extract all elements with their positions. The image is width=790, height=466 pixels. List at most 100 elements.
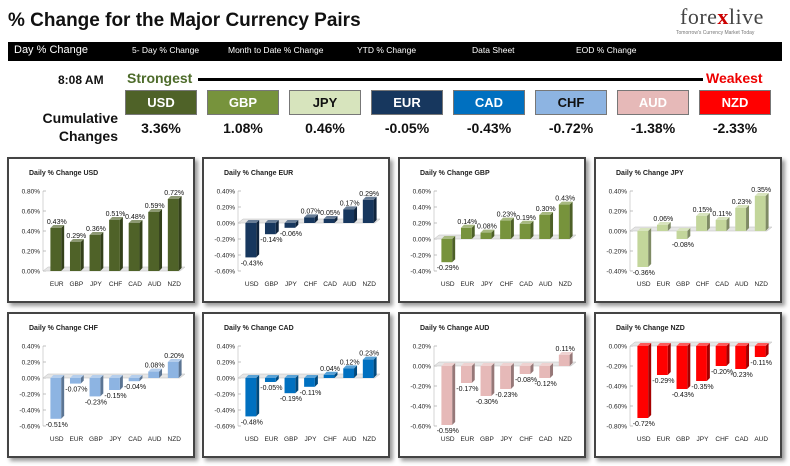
chart-panel: Daily % Change GBP -0.40% -0.20% 0.00% 0.20%…: [398, 157, 586, 303]
nav-day-change[interactable]: Day % Change: [14, 44, 88, 56]
bar: [148, 368, 163, 378]
y-tick-label: -0.20%: [214, 392, 235, 399]
bar-value-label: 0.29%: [359, 191, 379, 198]
x-category-label: USD: [245, 436, 259, 443]
bar: [89, 232, 104, 271]
nav-eod-change[interactable]: EOD % Change: [576, 45, 637, 55]
bar: [89, 375, 104, 397]
currency-name: NZD: [699, 90, 771, 115]
nav-data-sheet[interactable]: Data Sheet: [472, 45, 515, 55]
y-tick-label: -0.20%: [19, 392, 40, 399]
chart-title: Daily % Change JPY: [616, 170, 684, 177]
bar-value-label: 0.19%: [516, 215, 536, 222]
bar-value-label: -0.35%: [691, 384, 713, 391]
x-category-label: GBP: [284, 436, 298, 443]
nav-ytd-change[interactable]: YTD % Change: [357, 45, 417, 55]
bar: [754, 193, 769, 231]
chart-panel: Daily % Change CAD -0.60% -0.40% -0.20% 0.00…: [202, 312, 390, 458]
x-category-label: USD: [637, 281, 651, 288]
currency-box-nzd: NZD -2.33%: [699, 90, 771, 138]
bar-value-label: 0.35%: [751, 187, 771, 194]
x-category-label: JPY: [697, 436, 710, 443]
currency-cumulative-value: 3.36%: [141, 120, 181, 136]
x-category-label: AUD: [343, 436, 357, 443]
chart-title: Daily % Change GBP: [420, 170, 490, 177]
x-category-label: CHF: [519, 436, 532, 443]
bar-value-label: -0.29%: [437, 265, 459, 272]
chart-title: Daily % Change CAD: [224, 325, 294, 332]
y-tick-label: -0.20%: [214, 237, 235, 244]
bar: [460, 224, 475, 239]
y-tick-label: -0.40%: [410, 404, 431, 411]
x-category-label: NZD: [755, 281, 769, 288]
currency-name: CAD: [453, 90, 525, 115]
x-category-label: USD: [50, 436, 64, 443]
bar-value-label: 0.36%: [86, 226, 106, 233]
bar: [264, 220, 279, 235]
x-category-label: CAD: [323, 281, 337, 288]
bar-value-label: 0.15%: [693, 207, 713, 214]
x-category-label: AUD: [148, 436, 162, 443]
x-category-label: CHF: [304, 281, 317, 288]
x-category-label: JPY: [305, 436, 318, 443]
chart-title: Daily % Change NZD: [616, 325, 685, 332]
bar: [558, 201, 573, 239]
bar: [656, 222, 671, 231]
bar: [637, 343, 652, 418]
x-category-label: CAD: [715, 281, 729, 288]
nav-5day-change[interactable]: 5- Day % Change: [132, 45, 200, 55]
x-category-label: GBP: [89, 436, 103, 443]
bar-value-label: 0.59%: [145, 203, 165, 210]
bar: [264, 375, 279, 382]
bar: [50, 375, 65, 419]
logo-text-a: fore: [680, 4, 718, 29]
bar-value-label: -0.05%: [260, 385, 282, 392]
x-category-label: NZD: [168, 281, 182, 288]
y-tick-label: 0.00%: [609, 344, 628, 351]
page-title: % Change for the Major Currency Pairs: [8, 10, 361, 31]
bar-value-label: 0.05%: [320, 210, 340, 217]
x-category-label: AUD: [539, 281, 553, 288]
nav-bar: Day % Change 5- Day % Change Month to Da…: [8, 42, 782, 61]
bar: [735, 205, 750, 231]
chart-title: Daily % Change AUD: [420, 325, 489, 332]
currency-box-jpy: JPY 0.46%: [289, 90, 361, 138]
x-category-label: CAD: [519, 281, 533, 288]
x-category-label: AUD: [754, 436, 768, 443]
bar-chart: Daily % Change NZD -0.80% -0.60% -0.40% -0.2…: [606, 325, 773, 443]
y-tick-label: -0.60%: [606, 404, 627, 411]
y-tick-label: -0.20%: [410, 253, 431, 260]
bar-value-label: -0.04%: [124, 384, 146, 391]
forexlive-logo[interactable]: forexlive Tomorrow's Currency Market Tod…: [676, 4, 776, 38]
bar-value-label: 0.11%: [712, 211, 731, 218]
logo-wordmark: forexlive: [680, 4, 764, 30]
x-category-label: GBP: [676, 281, 690, 288]
bar: [284, 220, 299, 228]
bar: [519, 363, 534, 374]
bar-value-label: -0.36%: [633, 270, 655, 277]
x-category-label: NZD: [559, 281, 573, 288]
weakest-label: Weakest: [706, 70, 763, 86]
x-category-label: EUR: [50, 281, 64, 288]
bar-value-label: -0.06%: [280, 231, 302, 238]
bar: [167, 196, 182, 271]
x-category-label: GBP: [69, 281, 83, 288]
bar-value-label: 0.12%: [340, 359, 360, 366]
y-tick-label: 0.00%: [217, 376, 236, 383]
x-category-label: USD: [441, 281, 455, 288]
bar: [245, 375, 260, 417]
currency-cumulative-value: -0.05%: [384, 120, 430, 136]
bar-value-label: 0.48%: [125, 214, 145, 221]
x-category-label: AUD: [343, 281, 357, 288]
y-tick-label: -0.40%: [606, 384, 627, 391]
y-tick-label: 0.20%: [22, 360, 41, 367]
y-tick-label: -0.20%: [410, 384, 431, 391]
y-tick-label: 0.00%: [22, 376, 41, 383]
bar: [500, 217, 514, 239]
nav-month-to-date[interactable]: Month to Date % Change: [228, 45, 324, 55]
x-category-label: NZD: [559, 436, 573, 443]
y-tick-label: 0.20%: [413, 221, 432, 228]
bar-value-label: 0.20%: [164, 353, 184, 360]
bar-value-label: -0.19%: [280, 396, 302, 403]
bar: [676, 343, 691, 389]
